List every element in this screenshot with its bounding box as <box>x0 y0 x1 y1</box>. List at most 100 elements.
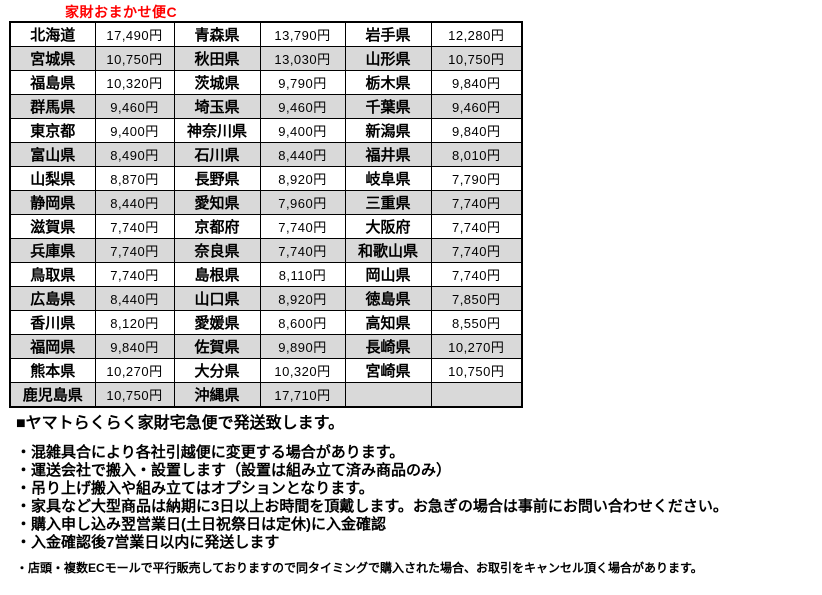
note-bullet: ・入金確認後7営業日以内に発送します <box>16 534 280 551</box>
prefecture-cell: 愛媛県 <box>173 310 261 335</box>
price-cell: 7,960円 <box>259 190 346 215</box>
prefecture-cell: 熊本県 <box>9 358 96 383</box>
prefecture-cell: 大分県 <box>173 358 261 383</box>
prefecture-cell: 高知県 <box>344 310 432 335</box>
prefecture-cell: 佐賀県 <box>173 334 261 359</box>
price-cell: 9,840円 <box>430 118 523 143</box>
shipping-table-title: 家財おまかせ便C <box>65 4 178 20</box>
price-cell: 8,120円 <box>94 310 175 335</box>
price-cell: 7,740円 <box>94 214 175 239</box>
table-row: 滋賀県 7,740円 京都府 7,740円 大阪府 7,740円 <box>9 214 523 239</box>
prefecture-cell: 東京都 <box>9 118 96 143</box>
prefecture-cell: 宮崎県 <box>344 358 432 383</box>
price-cell: 8,440円 <box>94 286 175 311</box>
price-cell: 8,440円 <box>94 190 175 215</box>
price-cell: 8,110円 <box>259 262 346 287</box>
price-cell: 10,320円 <box>94 70 175 95</box>
prefecture-cell: 秋田県 <box>173 46 261 71</box>
price-cell: 10,750円 <box>430 46 523 71</box>
prefecture-cell: 岩手県 <box>344 21 432 47</box>
price-cell: 12,280円 <box>430 21 523 47</box>
prefecture-cell: 茨城県 <box>173 70 261 95</box>
table-row: 富山県 8,490円 石川県 8,440円 福井県 8,010円 <box>9 142 523 167</box>
price-cell: 10,320円 <box>259 358 346 383</box>
prefecture-cell: 福井県 <box>344 142 432 167</box>
prefecture-cell: 滋賀県 <box>9 214 96 239</box>
price-cell: 7,740円 <box>430 190 523 215</box>
prefecture-cell: 鹿児島県 <box>9 382 96 408</box>
price-cell: 8,010円 <box>430 142 523 167</box>
prefecture-cell: 長崎県 <box>344 334 432 359</box>
price-cell: 7,740円 <box>94 238 175 263</box>
price-cell: 17,710円 <box>259 382 346 408</box>
price-cell: 7,740円 <box>430 262 523 287</box>
price-table-body: 北海道 17,490円 青森県 13,790円 岩手県 12,280円 宮城県 10,750円… <box>9 21 523 408</box>
price-cell: 8,490円 <box>94 142 175 167</box>
prefecture-cell: 三重県 <box>344 190 432 215</box>
prefecture-cell: 岐阜県 <box>344 166 432 191</box>
prefecture-cell: 愛知県 <box>173 190 261 215</box>
price-cell: 9,460円 <box>259 94 346 119</box>
table-row: 熊本県 10,270円 大分県 10,320円 宮崎県 10,750円 <box>9 358 523 383</box>
price-cell: 9,840円 <box>430 70 523 95</box>
price-cell: 7,740円 <box>259 214 346 239</box>
table-row: 東京都 9,400円 神奈川県 9,400円 新潟県 9,840円 <box>9 118 523 143</box>
prefecture-cell: 兵庫県 <box>9 238 96 263</box>
prefecture-cell: 島根県 <box>173 262 261 287</box>
price-cell: 8,920円 <box>259 286 346 311</box>
shipping-price-table: 北海道 17,490円 青森県 13,790円 岩手県 12,280円 宮城県 10,750円… <box>9 21 523 408</box>
prefecture-cell: 北海道 <box>9 21 96 47</box>
price-cell: 7,740円 <box>259 238 346 263</box>
price-cell: 9,400円 <box>259 118 346 143</box>
price-cell: 7,740円 <box>430 214 523 239</box>
price-cell: 17,490円 <box>94 21 175 47</box>
price-cell <box>430 382 523 408</box>
prefecture-cell: 群馬県 <box>9 94 96 119</box>
price-cell: 8,550円 <box>430 310 523 335</box>
prefecture-cell: 徳島県 <box>344 286 432 311</box>
prefecture-cell: 埼玉県 <box>173 94 261 119</box>
prefecture-cell: 香川県 <box>9 310 96 335</box>
price-cell: 10,750円 <box>94 46 175 71</box>
price-cell: 7,740円 <box>94 262 175 287</box>
prefecture-cell: 山梨県 <box>9 166 96 191</box>
prefecture-cell: 福島県 <box>9 70 96 95</box>
prefecture-cell: 青森県 <box>173 21 261 47</box>
price-cell: 8,870円 <box>94 166 175 191</box>
prefecture-cell: 鳥取県 <box>9 262 96 287</box>
price-cell: 13,790円 <box>259 21 346 47</box>
prefecture-cell: 広島県 <box>9 286 96 311</box>
note-bullet: ・家具など大型商品は納期に3日以上お時間を頂戴します。お急ぎの場合は事前にお問い… <box>16 498 728 515</box>
table-row: 香川県 8,120円 愛媛県 8,600円 高知県 8,550円 <box>9 310 523 335</box>
note-bullet: ・購入申し込み翌営業日(土日祝祭日は定休)に入金確認 <box>16 516 386 533</box>
prefecture-cell: 大阪府 <box>344 214 432 239</box>
prefecture-cell: 石川県 <box>173 142 261 167</box>
notes-footnote: ・店頭・複数ECモールで平行販売しておりますので同タイミングで購入された場合、お… <box>16 561 703 575</box>
shipping-notes: ■ヤマトらくらく家財宅急便で発送致します。 ・混雑具合により各社引越便に変更する… <box>16 414 812 575</box>
prefecture-cell: 京都府 <box>173 214 261 239</box>
prefecture-cell: 静岡県 <box>9 190 96 215</box>
prefecture-cell: 神奈川県 <box>173 118 261 143</box>
price-cell: 9,460円 <box>94 94 175 119</box>
prefecture-cell: 福岡県 <box>9 334 96 359</box>
prefecture-cell: 新潟県 <box>344 118 432 143</box>
price-cell: 9,400円 <box>94 118 175 143</box>
price-cell: 8,920円 <box>259 166 346 191</box>
prefecture-cell: 沖縄県 <box>173 382 261 408</box>
price-cell: 9,460円 <box>430 94 523 119</box>
table-row: 山梨県 8,870円 長野県 8,920円 岐阜県 7,790円 <box>9 166 523 191</box>
prefecture-cell: 栃木県 <box>344 70 432 95</box>
prefecture-cell: 岡山県 <box>344 262 432 287</box>
prefecture-cell: 山口県 <box>173 286 261 311</box>
table-row: 群馬県 9,460円 埼玉県 9,460円 千葉県 9,460円 <box>9 94 523 119</box>
price-cell: 10,750円 <box>430 358 523 383</box>
table-row: 福岡県 9,840円 佐賀県 9,890円 長崎県 10,270円 <box>9 334 523 359</box>
prefecture-cell: 奈良県 <box>173 238 261 263</box>
table-row: 静岡県 8,440円 愛知県 7,960円 三重県 7,740円 <box>9 190 523 215</box>
price-cell: 8,600円 <box>259 310 346 335</box>
note-bullet: ・混雑具合により各社引越便に変更する場合があります。 <box>16 444 405 461</box>
price-cell: 10,270円 <box>430 334 523 359</box>
prefecture-cell: 長野県 <box>173 166 261 191</box>
price-cell: 13,030円 <box>259 46 346 71</box>
